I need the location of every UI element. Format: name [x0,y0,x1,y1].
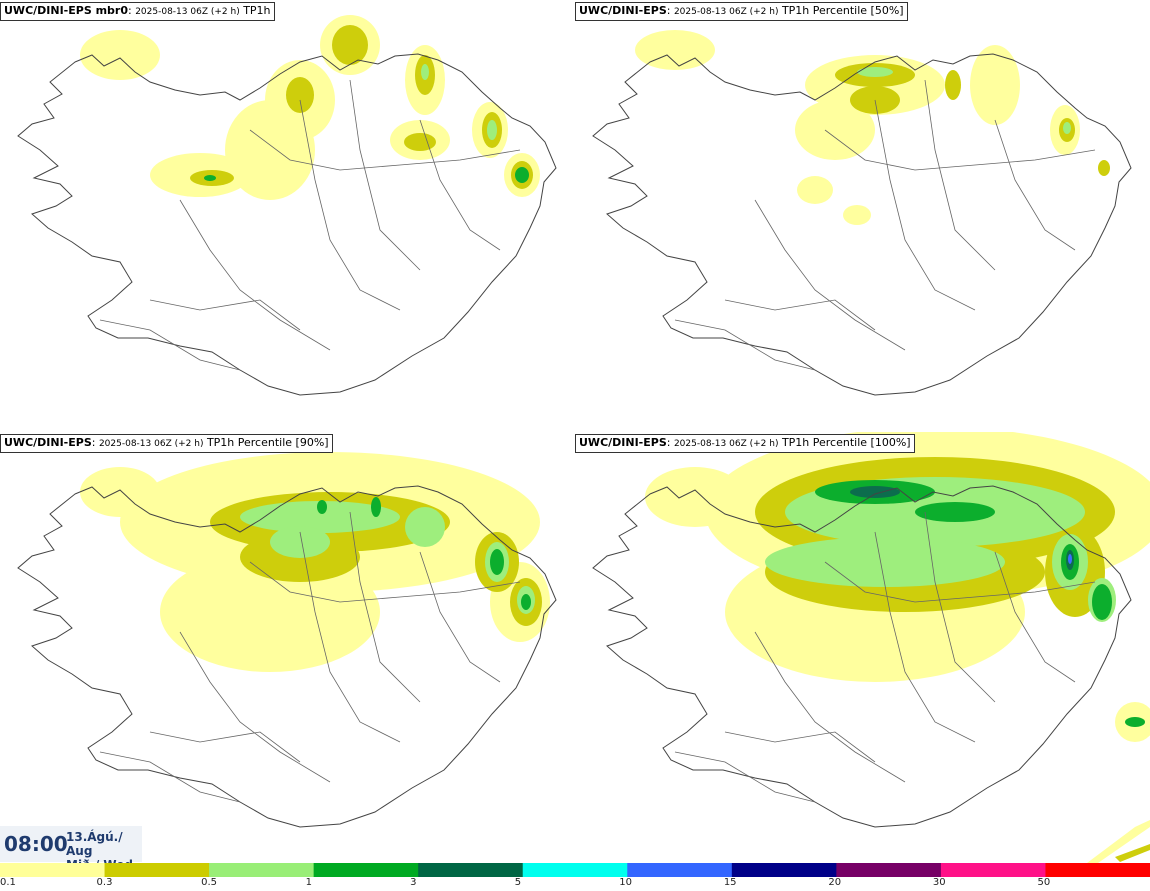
colorbar-tick-label: 10 [619,877,632,888]
colorbar-segment [522,863,628,877]
valid-time-box: 08:00 13.Ágú./ Aug Mið./ Wed [0,826,142,872]
map-panel-percentile-50: UWC/DINI-EPS: 2025-08-13 06Z (+2 h) TP1h… [575,0,1150,432]
map-panel-percentile-90: UWC/DINI-EPS: 2025-08-13 06Z (+2 h) TP1h… [0,432,575,864]
colorbar-segment [940,863,1046,877]
colorbar-segment [104,863,210,877]
colorbar-segment [418,863,524,877]
precip-map [592,432,1150,864]
colorbar-tick-label: 5 [514,877,522,888]
colorbar-segment [209,863,315,877]
colorbar-ticks: 0.1 0.3 0.5 1 3 5 10 15 20 30 50 [0,876,1150,891]
precip-map [592,30,1132,396]
map-panel-member0: UWC/DINI-EPS mbr0: 2025-08-13 06Z (+2 h)… [0,0,575,432]
panel-title: UWC/DINI-EPS mbr0: 2025-08-13 06Z (+2 h)… [0,2,275,21]
colorbar-tick-label: 1 [305,877,312,888]
colorbar-segment [731,863,837,877]
panel-title: UWC/DINI-EPS: 2025-08-13 06Z (+2 h) TP1h… [575,434,915,453]
panel-title: UWC/DINI-EPS: 2025-08-13 06Z (+2 h) TP1h… [575,2,908,21]
colorbar-segment [0,863,106,877]
colorbar-tick-label: 0.3 [96,877,113,888]
colorbar-tick-label: 15 [723,877,737,888]
panel-title: UWC/DINI-EPS: 2025-08-13 06Z (+2 h) TP1h… [0,434,333,453]
colorbar-tick-label: 20 [828,877,842,888]
colorbar-tick-label: 0.1 [0,877,16,888]
colorbar-segment [836,863,942,877]
colorbar-tick-label: 50 [1037,877,1051,888]
colorbar [0,863,1150,877]
colorbar-tick-label: 30 [932,877,946,888]
map-panel-percentile-100: UWC/DINI-EPS: 2025-08-13 06Z (+2 h) TP1h… [575,432,1150,864]
colorbar-tick-label: 3 [410,877,417,888]
colorbar-segment [313,863,419,877]
valid-time: 08:00 [4,832,68,856]
colorbar-segment [627,863,733,877]
precip-map [17,452,557,828]
colorbar-segment [1045,863,1150,877]
colorbar-tick-label: 0.5 [201,877,217,888]
precip-map [17,15,557,396]
